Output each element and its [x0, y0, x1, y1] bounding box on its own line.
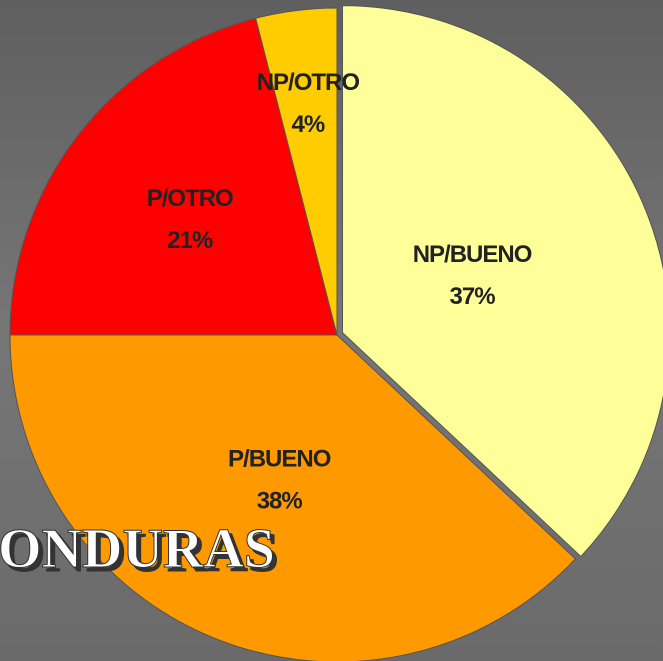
- slice-value-label: 21%: [167, 227, 213, 254]
- slice-value-label: 4%: [292, 111, 325, 138]
- pie-slice: [9, 334, 577, 661]
- pie-slice: [342, 5, 663, 558]
- annotation-shadow: ONDURAS: [2, 522, 279, 584]
- annotation: ONDURAS: [0, 518, 275, 580]
- slice-value-label: 38%: [257, 487, 303, 514]
- pie-slice: [9, 17, 338, 336]
- slice-label: NP/BUENO: [413, 241, 532, 268]
- slice-label: P/OTRO: [147, 185, 233, 212]
- slice-label: NP/OTRO: [257, 69, 360, 96]
- slice-label: P/BUENO: [228, 445, 331, 472]
- pie-slice: [255, 7, 338, 336]
- slice-value-label: 37%: [450, 283, 496, 310]
